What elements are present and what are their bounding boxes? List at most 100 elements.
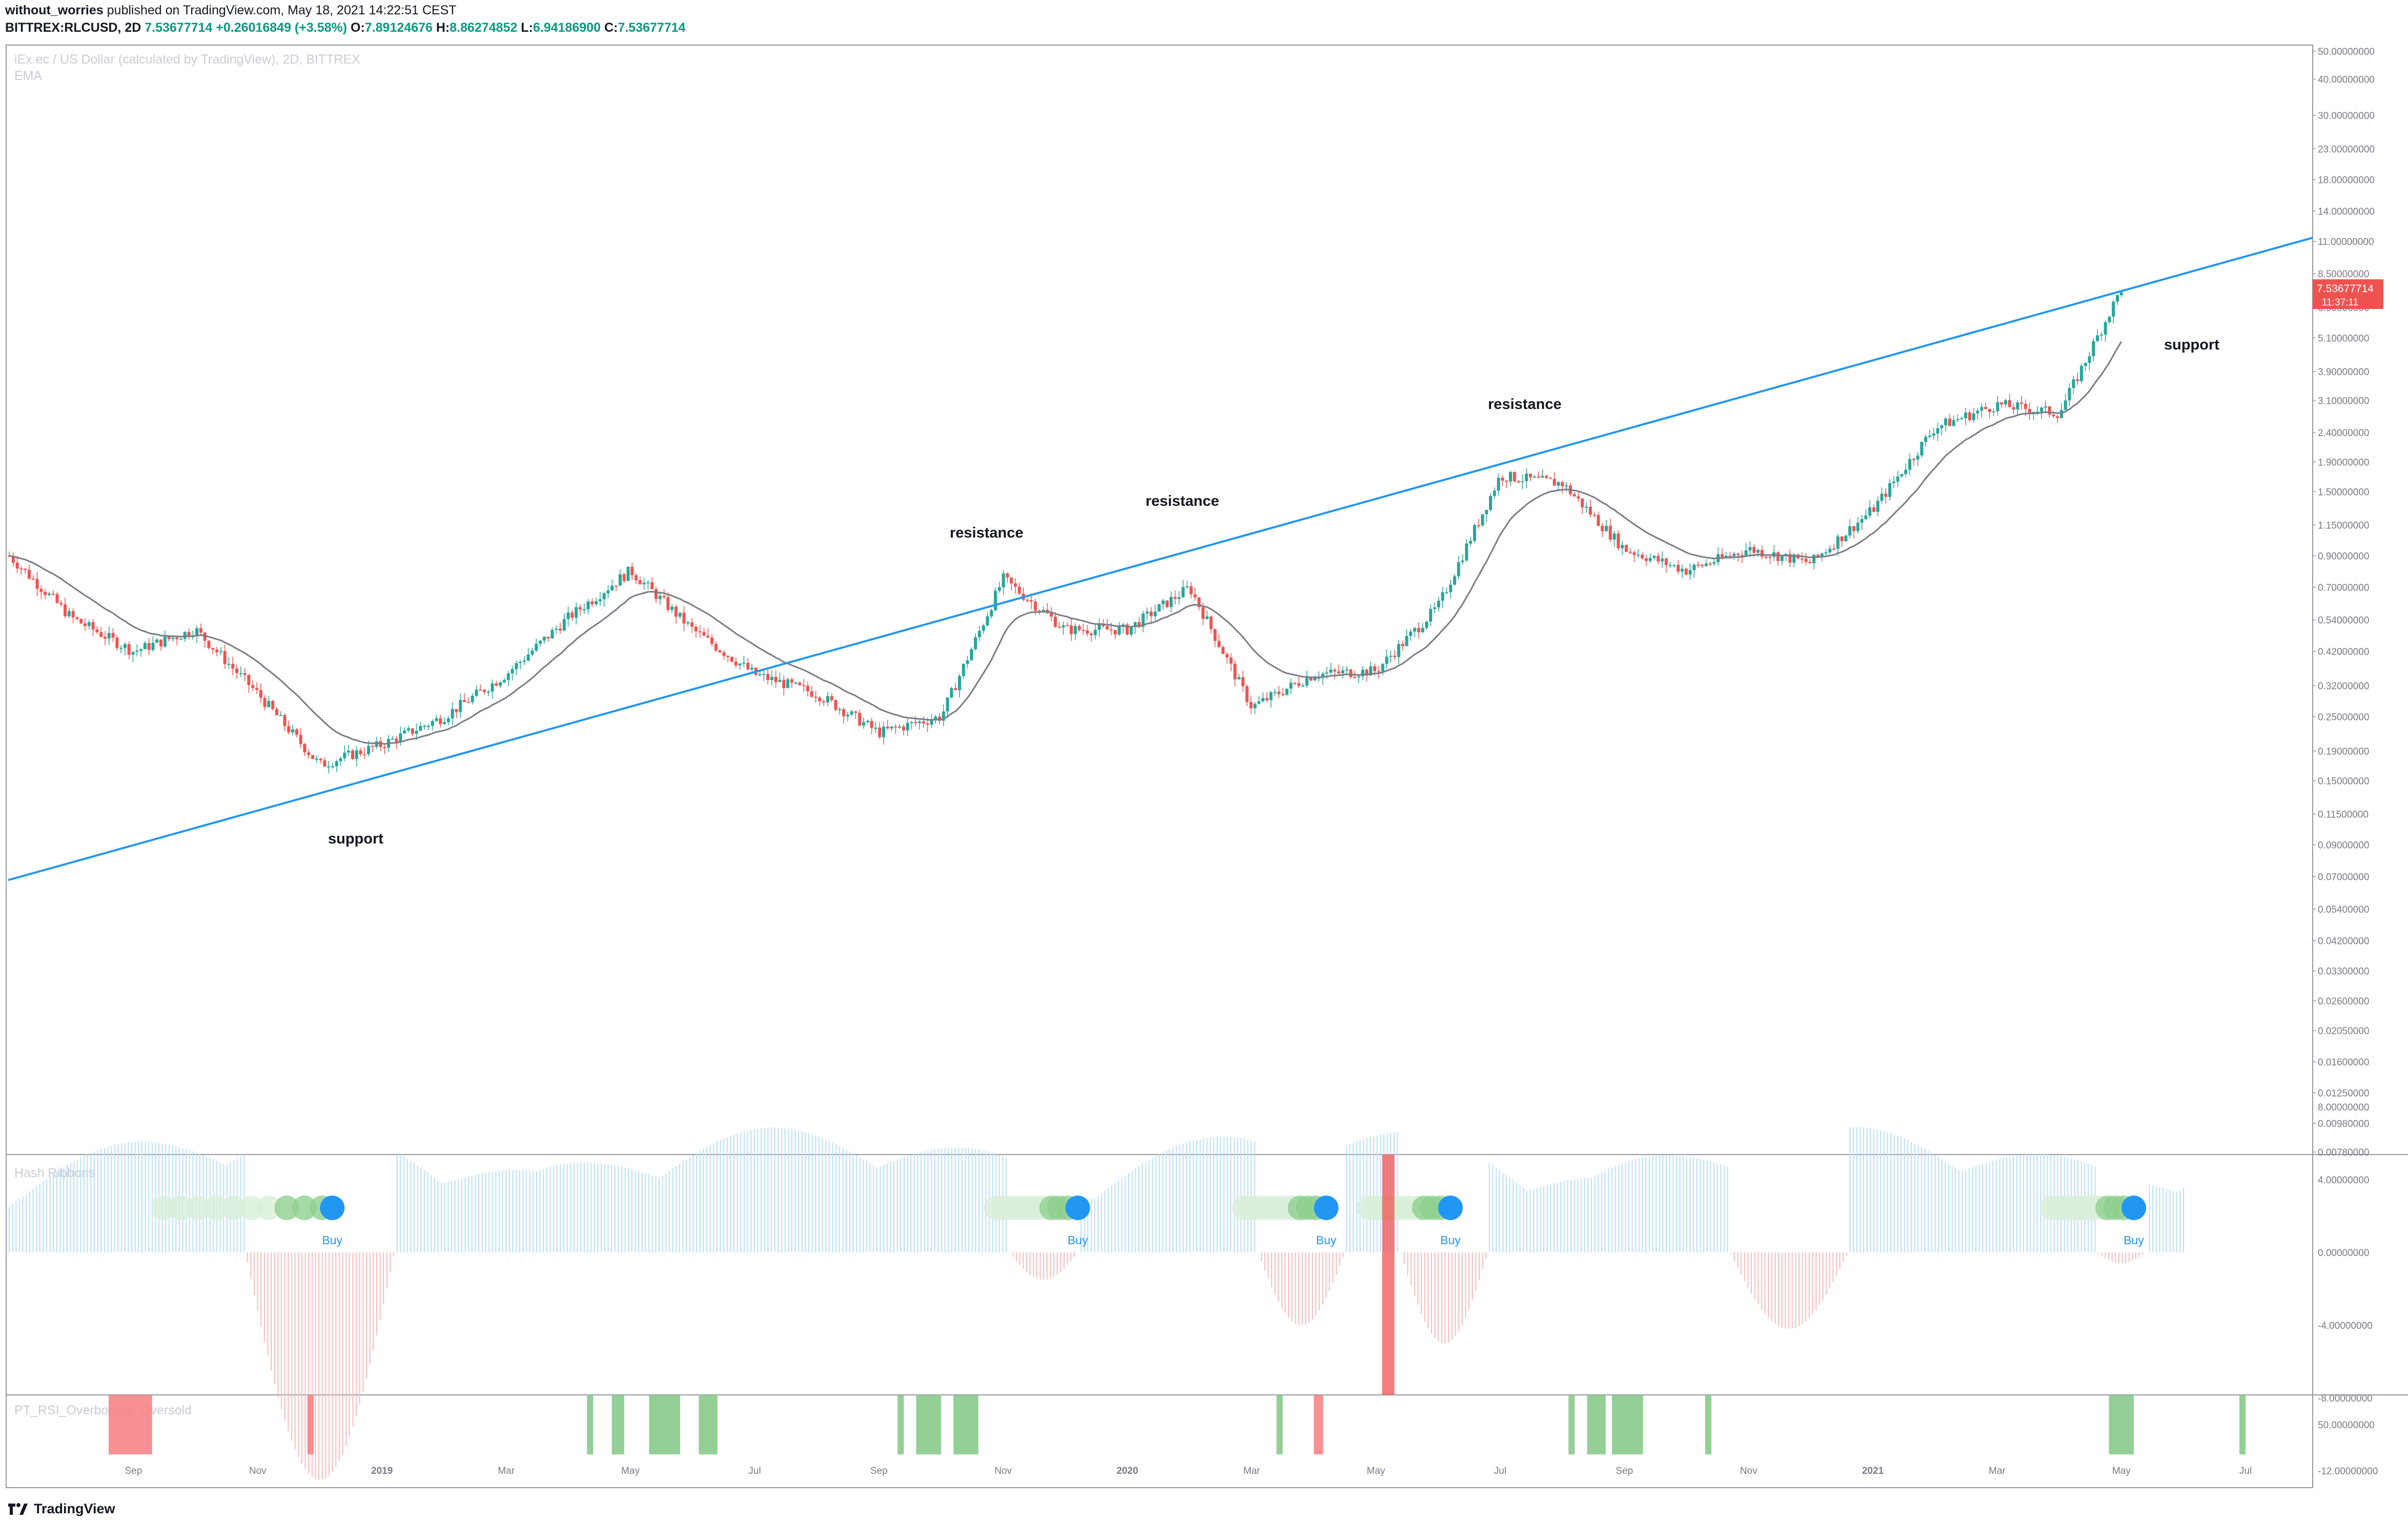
candle-body: [798, 682, 802, 685]
candle-body: [299, 734, 302, 744]
candle-body: [586, 601, 590, 610]
candle-body: [790, 679, 793, 683]
candle-body: [1752, 547, 1756, 553]
candle-body: [131, 652, 135, 655]
oversold-bar: [1587, 1395, 1606, 1454]
hash-ribbons-histogram: Buy Buy Buy Buy Buy: [9, 1127, 2184, 1480]
candle-body: [1066, 625, 1069, 627]
candle-body: [1601, 526, 1604, 531]
candle-body: [1489, 496, 1493, 510]
candle-body: [159, 639, 163, 647]
candle-body: [615, 585, 618, 587]
candle-body: [1712, 562, 1716, 564]
hash-axis: 8.00000000 4.00000000 0.00000000 -4.0000000…: [2318, 1102, 2378, 1477]
candle-body: [738, 663, 742, 666]
ema-indicator-label: EMA: [14, 69, 43, 83]
price-tick-label: 40.00000000: [2318, 75, 2375, 86]
candle-body: [570, 612, 574, 618]
candle-body: [475, 689, 478, 696]
price-tick-label: 0.09000000: [2318, 840, 2369, 851]
candle-body: [1090, 633, 1093, 635]
candle-body: [2040, 407, 2044, 412]
candle-body: [259, 690, 262, 698]
candle-body: [1792, 554, 1796, 563]
candle-body: [546, 636, 550, 639]
candle-body: [1457, 562, 1460, 577]
candle-body: [1697, 564, 1700, 566]
candle-body: [1153, 611, 1157, 616]
candle-body: [1133, 622, 1137, 627]
candle-body: [802, 685, 806, 686]
candle-body: [1429, 609, 1433, 622]
candle-body: [670, 606, 674, 610]
candle-body: [111, 633, 115, 638]
candle-body: [1037, 610, 1041, 612]
candle-body: [1169, 597, 1173, 607]
candle-body: [2016, 402, 2019, 409]
candle-body: [1904, 469, 1908, 474]
candle-body: [806, 686, 809, 691]
candle-body: [934, 716, 937, 721]
buy-signal-dot: [1314, 1196, 1339, 1220]
candle-body: [355, 750, 358, 759]
price-tick-label: 1.90000000: [2318, 457, 2369, 468]
candle-body: [535, 644, 538, 651]
time-axis[interactable]: Sep Nov 2019 Mar May Jul Sep Nov 2020 Mar May Jul Se…: [125, 1466, 2252, 1476]
candle-body: [2112, 301, 2115, 317]
candle-body: [59, 603, 63, 605]
price-tick-label: 0.25000000: [2318, 712, 2369, 723]
oversold-bar: [1705, 1395, 1711, 1454]
symbol-label[interactable]: BITTREX:RLCUSD, 2D: [5, 20, 141, 35]
candle-body: [147, 643, 151, 650]
ribbon-dot: [186, 1196, 211, 1220]
candle-body: [1269, 692, 1273, 701]
candle-body: [834, 700, 838, 710]
candle-body: [71, 611, 75, 618]
tradingview-footer[interactable]: TradingView: [7, 1500, 115, 1517]
hash-tick-label: -12.00000000: [2318, 1466, 2378, 1477]
price-tick-label: 11.00000000: [2318, 237, 2374, 248]
candle-body: [558, 628, 562, 631]
candle-body: [311, 755, 315, 759]
time-tick-label: Sep: [870, 1466, 888, 1476]
candle-body: [1469, 541, 1473, 544]
candle-body: [666, 597, 670, 610]
candle-body: [466, 702, 470, 703]
candle-body: [774, 676, 778, 683]
candle-body: [575, 607, 578, 618]
candle-body: [2099, 334, 2103, 336]
candle-body: [1485, 509, 1488, 515]
time-tick-label: Sep: [1616, 1466, 1633, 1476]
candle-body: [95, 629, 99, 632]
candle-body: [2044, 406, 2047, 408]
candle-body: [1621, 545, 1624, 548]
candle-body: [2104, 322, 2107, 335]
badge-countdown: 11:37:11: [2322, 297, 2358, 308]
candle-body: [1956, 419, 1960, 420]
candle-body: [1988, 409, 1991, 413]
candle-body: [151, 643, 155, 650]
candle-body: [1285, 688, 1289, 695]
candle-body: [1309, 677, 1313, 681]
price-tick-label: 1.50000000: [2318, 487, 2369, 498]
buy-signal-dot: [1065, 1196, 1090, 1220]
candle-body: [922, 721, 925, 724]
candle-body: [2008, 400, 2011, 407]
candle-body: [539, 641, 542, 644]
trendline[interactable]: [8, 236, 2313, 881]
price-tick-label: 0.54000000: [2318, 615, 2369, 626]
candle-body: [1030, 600, 1033, 602]
symbol-line: BITTREX:RLCUSD, 2D 7.53677714 +0.2601684…: [5, 20, 685, 35]
overbought-bar: [1314, 1395, 1323, 1454]
author-name[interactable]: without_worries: [5, 3, 104, 17]
candle-body: [1357, 676, 1360, 677]
ribbon-dot: [256, 1196, 281, 1220]
candle-body: [1808, 562, 1812, 564]
candle-body: [323, 760, 326, 767]
candle-body: [1720, 554, 1724, 558]
price-axis[interactable]: 0.00780000 0.00980000 0.01250000 0.01600000…: [2313, 47, 2375, 1158]
candle-body: [1657, 556, 1660, 562]
candle-body: [982, 625, 985, 631]
candle-body: [171, 637, 175, 639]
